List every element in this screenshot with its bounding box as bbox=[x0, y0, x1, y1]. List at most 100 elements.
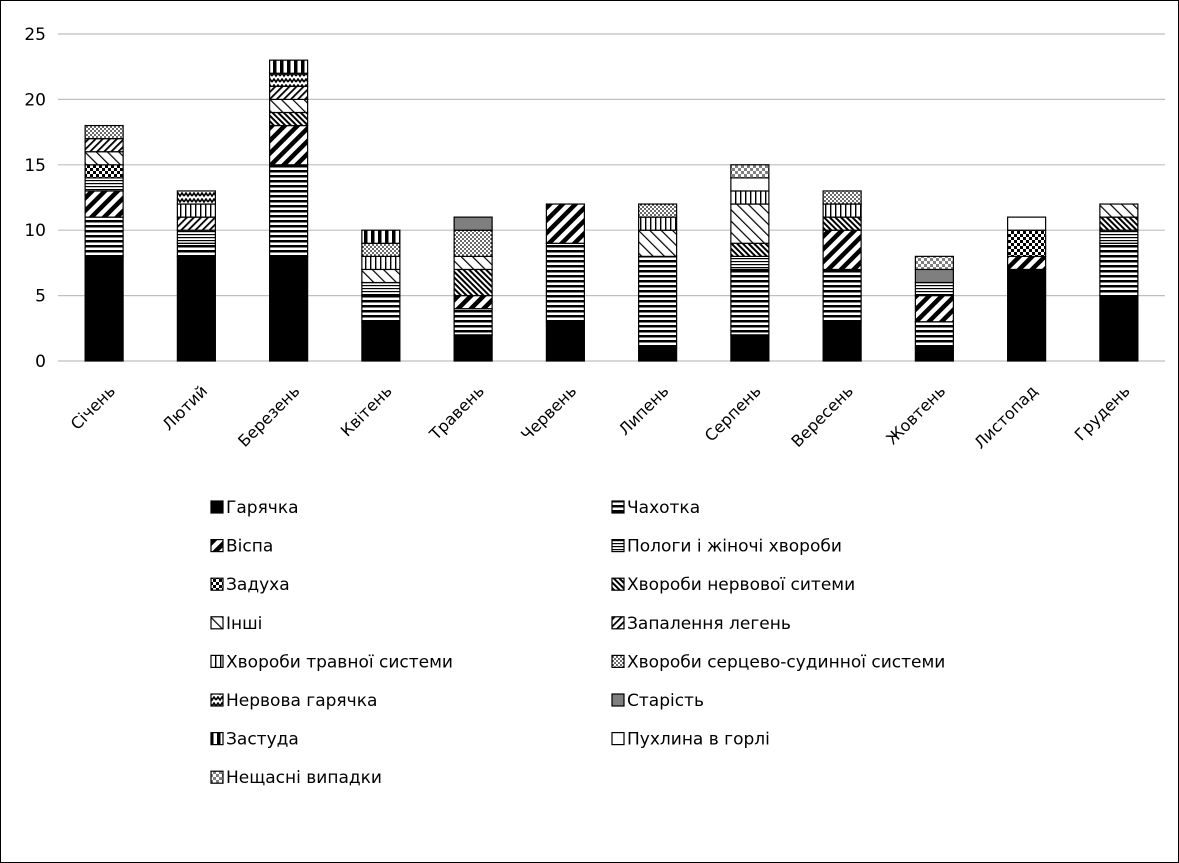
x-axis-tick-labels: Січень Лютий Березень Квітень Травень Червень… bbox=[67, 381, 1134, 452]
bar-segment bbox=[638, 229, 678, 257]
bar-segment bbox=[84, 177, 124, 192]
legend-label: Нещасні випадки bbox=[226, 768, 382, 788]
legend-swatch bbox=[210, 500, 224, 514]
bar-stack bbox=[453, 216, 493, 362]
bar-segment bbox=[269, 72, 309, 87]
bar-segment bbox=[176, 216, 216, 231]
bar-segment bbox=[822, 268, 862, 323]
bar-segment bbox=[545, 321, 585, 362]
bar-segment bbox=[1099, 203, 1139, 218]
legend-item: Гарячка bbox=[210, 498, 299, 518]
y-tick-label: 5 bbox=[35, 287, 46, 307]
bar-segment bbox=[269, 255, 309, 362]
legend-item: Інші bbox=[210, 614, 262, 634]
legend-swatch bbox=[611, 693, 625, 707]
bar-segment bbox=[914, 347, 954, 362]
bar-segment bbox=[84, 190, 124, 218]
bar-segment bbox=[914, 268, 954, 284]
bars bbox=[84, 59, 1139, 362]
bar-segment bbox=[730, 190, 770, 205]
x-tick-label: Березень bbox=[234, 381, 303, 450]
bar-segment bbox=[1099, 295, 1139, 362]
legend-item: Віспа bbox=[210, 537, 273, 557]
bar-segment bbox=[453, 229, 493, 257]
bar-segment bbox=[361, 281, 401, 297]
bar-segment bbox=[638, 203, 678, 218]
bar-segment bbox=[730, 255, 770, 271]
bar-segment bbox=[638, 216, 678, 231]
bar-segment bbox=[730, 164, 770, 179]
bar-segment bbox=[269, 124, 309, 166]
bar-segment bbox=[822, 190, 862, 205]
legend-label: Застуда bbox=[226, 730, 299, 750]
legend-swatch bbox=[210, 693, 224, 707]
bar-segment bbox=[914, 255, 954, 271]
bar-segment bbox=[730, 242, 770, 257]
legend-label: Старість bbox=[627, 691, 704, 711]
bar-stack bbox=[176, 190, 216, 362]
legend-swatch bbox=[611, 731, 625, 746]
legend-item: Задуха bbox=[210, 575, 290, 595]
bar-segment bbox=[638, 255, 678, 349]
bar-segment bbox=[84, 124, 124, 140]
x-tick-label: Травень bbox=[425, 381, 488, 444]
bar-segment bbox=[269, 85, 309, 100]
legend-swatch bbox=[210, 770, 224, 784]
bar-segment bbox=[361, 242, 401, 257]
bar-stack bbox=[361, 229, 401, 362]
bar-segment bbox=[84, 164, 124, 179]
bar-segment bbox=[269, 98, 309, 114]
bar-stack bbox=[269, 59, 309, 362]
bar-segment bbox=[361, 321, 401, 362]
bar-segment bbox=[84, 151, 124, 166]
x-tick-label: Листопад bbox=[970, 381, 1041, 452]
bar-segment bbox=[638, 347, 678, 362]
legend-swatch bbox=[611, 616, 625, 630]
bar-segment bbox=[84, 138, 124, 153]
bar-segment bbox=[453, 334, 493, 362]
bar-segment bbox=[1099, 216, 1139, 231]
bar-stack bbox=[84, 124, 124, 362]
x-tick-label: Жовтень bbox=[882, 381, 949, 448]
bar-stack bbox=[822, 190, 862, 362]
x-tick-label: Квітень bbox=[337, 381, 396, 440]
legend-label: Пухлина в горлі bbox=[627, 730, 770, 750]
x-tick-label: Грудень bbox=[1071, 381, 1134, 444]
legend-item: Старість bbox=[611, 691, 704, 711]
bar-segment bbox=[730, 177, 770, 192]
y-tick-label: 0 bbox=[35, 352, 46, 372]
bar-stack bbox=[1007, 216, 1047, 362]
legend-swatch bbox=[210, 577, 224, 591]
bar-segment bbox=[453, 308, 493, 336]
legend-item: Нещасні випадки bbox=[210, 768, 382, 788]
bar-segment bbox=[730, 203, 770, 244]
bar-segment bbox=[176, 203, 216, 218]
bar-segment bbox=[176, 190, 216, 205]
legend-item: Чахотка bbox=[611, 498, 700, 518]
legend-item: Пологи і жіночі хвороби bbox=[611, 537, 842, 557]
y-tick-label: 15 bbox=[24, 156, 46, 176]
bar-segment bbox=[822, 229, 862, 271]
x-tick-label: Січень bbox=[67, 381, 119, 433]
legend-item: Пухлина в горлі bbox=[611, 730, 770, 750]
y-axis-tick-labels: 0 5 10 15 20 25 bbox=[24, 25, 46, 372]
bar-stack bbox=[545, 203, 585, 362]
legend-swatch bbox=[611, 500, 625, 514]
legend-item: Нервова гарячка bbox=[210, 691, 377, 711]
bar-stack bbox=[914, 255, 954, 362]
bar-segment bbox=[1099, 229, 1139, 244]
y-tick-label: 25 bbox=[24, 25, 46, 45]
bar-stack bbox=[730, 164, 770, 362]
bar-segment bbox=[453, 216, 493, 231]
bar-segment bbox=[84, 255, 124, 362]
legend-label: Хвороби серцево-судинної системи bbox=[627, 652, 945, 672]
bar-stack bbox=[1099, 203, 1139, 362]
bar-segment bbox=[269, 164, 309, 257]
bar-segment bbox=[1099, 242, 1139, 297]
bar-segment bbox=[730, 334, 770, 362]
bar-segment bbox=[176, 255, 216, 362]
legend-swatch bbox=[611, 538, 625, 553]
bar-segment bbox=[545, 242, 585, 323]
